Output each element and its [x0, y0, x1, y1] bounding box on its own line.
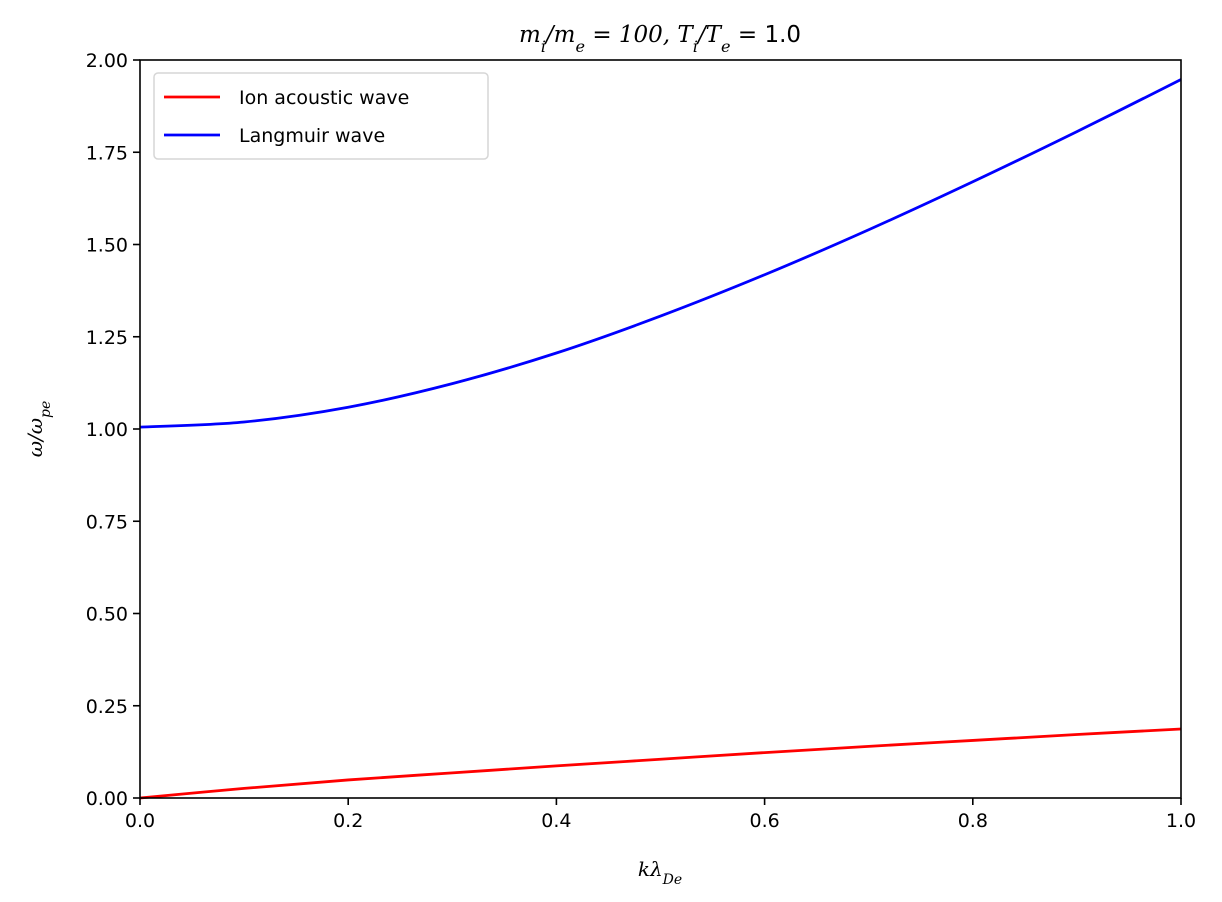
legend-box	[153, 72, 489, 160]
x-tick-label: 0.2	[333, 810, 363, 832]
y-tick-label: 0.25	[86, 696, 128, 718]
series-layer	[139, 78, 1182, 800]
series-line-ion-acoustic-wave	[139, 727, 1182, 800]
y-tick-label: 0.00	[86, 788, 128, 810]
x-tick-label: 0.4	[541, 810, 571, 832]
y-tick-label: 1.00	[86, 419, 128, 441]
y-tick-label: 0.50	[86, 604, 128, 626]
legend-label-langmuir-wave: Langmuir wave	[239, 125, 385, 147]
y-tick-label: 1.75	[86, 142, 128, 164]
x-tick-label: 1.0	[1166, 810, 1196, 832]
x-tick-label: 0.0	[125, 810, 155, 832]
x-tick-label: 0.6	[749, 810, 779, 832]
y-tick-label: 1.25	[86, 327, 128, 349]
legend-label-ion-acoustic-wave: Ion acoustic wave	[239, 87, 409, 109]
y-axis: 0.00 0.25 0.50 0.75 1.00 1.25 1.50 1.75 2.00	[86, 50, 140, 810]
legend: Ion acoustic wave Langmuir wave	[153, 72, 489, 160]
x-axis: 0.0 0.2 0.4 0.6 0.8 1.0	[125, 798, 1196, 832]
y-tick-label: 0.75	[86, 511, 128, 533]
series-line-langmuir-wave	[139, 78, 1182, 429]
chart-title: mi/me = 100, Ti/Te = 1.0	[519, 22, 801, 56]
x-tick-label: 0.8	[958, 810, 988, 832]
x-axis-label: kλDe	[638, 857, 682, 888]
y-axis-label: ω/ωpe	[23, 401, 54, 458]
y-tick-label: 1.50	[86, 235, 128, 257]
y-tick-label: 2.00	[86, 50, 128, 72]
